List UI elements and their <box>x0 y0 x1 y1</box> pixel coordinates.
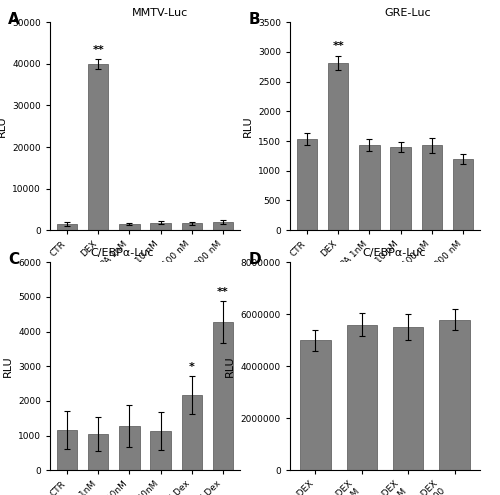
Bar <box>212 222 233 230</box>
Text: **: ** <box>217 287 228 297</box>
Bar <box>150 432 171 470</box>
Text: GRE-Luc: GRE-Luc <box>384 8 431 18</box>
Text: B: B <box>248 12 260 27</box>
Text: C/EBPα-Luc: C/EBPα-Luc <box>363 248 426 258</box>
Bar <box>422 145 442 230</box>
Text: C/EBPα-Luc: C/EBPα-Luc <box>90 248 154 258</box>
Bar <box>212 322 233 470</box>
Bar <box>297 139 318 230</box>
Text: C: C <box>8 252 20 267</box>
Bar <box>120 224 140 230</box>
Bar <box>88 434 108 470</box>
Bar <box>120 426 140 470</box>
Bar <box>300 341 330 470</box>
Bar <box>390 147 410 230</box>
Text: D: D <box>248 252 261 267</box>
Bar <box>328 63 348 230</box>
Y-axis label: RLU: RLU <box>2 355 12 377</box>
Y-axis label: RLU: RLU <box>0 115 6 137</box>
Text: *: * <box>189 362 194 372</box>
Bar <box>150 223 171 230</box>
Bar <box>88 64 108 230</box>
Bar <box>393 327 423 470</box>
Text: A: A <box>8 12 20 27</box>
Bar <box>182 396 202 470</box>
Bar <box>182 223 202 230</box>
Bar <box>347 325 377 470</box>
Text: MMTV-Luc: MMTV-Luc <box>132 8 188 18</box>
Y-axis label: RLU: RLU <box>242 115 252 137</box>
Bar <box>360 145 380 230</box>
Text: **: ** <box>332 42 344 51</box>
Y-axis label: RLU: RLU <box>225 355 235 377</box>
Bar <box>440 320 470 470</box>
Bar <box>57 224 78 230</box>
Bar <box>57 430 78 470</box>
Text: **: ** <box>92 45 104 55</box>
Bar <box>452 159 473 230</box>
